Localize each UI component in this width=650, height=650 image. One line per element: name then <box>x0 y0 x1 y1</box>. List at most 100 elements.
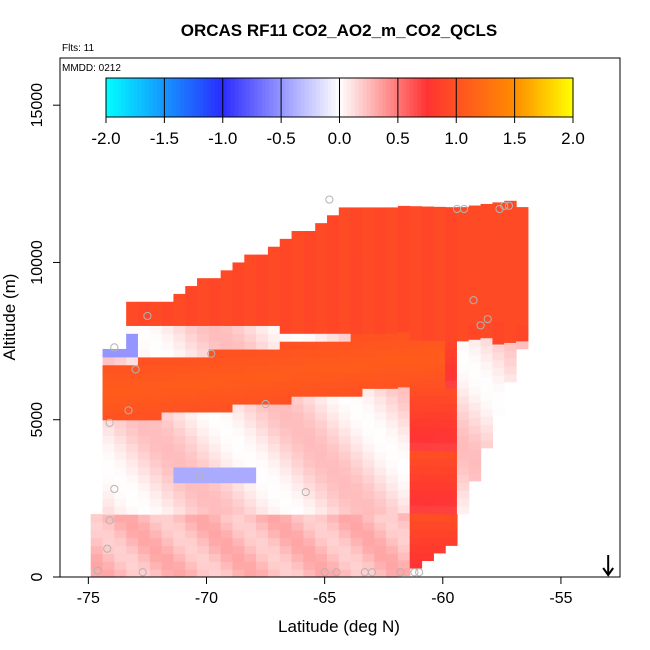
heatmap-cell <box>350 545 364 555</box>
heatmap-cell <box>208 286 222 295</box>
heatmap-cell <box>374 325 387 334</box>
heatmap-cell <box>232 514 245 523</box>
heatmap-cell <box>220 317 234 326</box>
heatmap-cell <box>220 325 234 334</box>
heatmap-cell <box>362 435 375 444</box>
heatmap-cell <box>338 372 352 382</box>
heatmap-cell <box>208 317 222 326</box>
heatmap-cell <box>504 255 517 265</box>
heatmap-cell <box>291 474 304 484</box>
heatmap-cell <box>480 392 493 402</box>
heatmap-cell <box>409 276 423 286</box>
heatmap-cell <box>456 332 470 342</box>
heatmap-cell <box>90 569 104 578</box>
heatmap-cell <box>197 482 210 492</box>
heatmap-cell <box>220 443 234 452</box>
heatmap-cell <box>303 301 316 311</box>
heatmap-cell <box>303 317 316 326</box>
heatmap-cell <box>315 231 328 240</box>
heatmap-cell <box>421 371 434 381</box>
heatmap-cell <box>421 230 434 239</box>
heatmap-cell <box>338 561 352 570</box>
heatmap-cell <box>338 262 352 271</box>
heatmap-cell <box>516 270 529 279</box>
heatmap-cell <box>291 419 304 429</box>
heatmap-cell <box>445 388 458 397</box>
flight-point <box>396 568 405 577</box>
heatmap-cell <box>220 396 234 405</box>
heatmap-cell <box>327 482 340 492</box>
heatmap-cell <box>114 451 127 460</box>
heatmap-cell <box>149 372 163 382</box>
heatmap-cell <box>492 202 505 211</box>
heatmap-cell <box>197 380 210 389</box>
heatmap-cell <box>421 340 434 349</box>
heatmap-cell <box>338 490 352 499</box>
heatmap-cell <box>161 396 175 405</box>
heatmap-cell <box>256 545 269 555</box>
heatmap-cell <box>279 246 293 256</box>
heatmap-cell <box>350 537 364 547</box>
heatmap-cell <box>456 498 470 507</box>
colorbar-swatch <box>440 78 446 117</box>
heatmap-cell <box>173 419 186 429</box>
heatmap-cell <box>445 238 458 248</box>
heatmap-cell <box>161 301 175 311</box>
heatmap-cell <box>185 451 198 460</box>
heatmap-cell <box>374 223 387 232</box>
heatmap-cell <box>421 395 434 404</box>
heatmap-cell <box>492 351 505 361</box>
heatmap-cell <box>327 396 340 405</box>
heatmap-cell <box>480 258 493 268</box>
heatmap-cell <box>433 529 446 538</box>
heatmap-cell <box>492 241 505 251</box>
heatmap-cell <box>362 348 375 358</box>
heatmap-cell <box>267 388 281 397</box>
heatmap-cell <box>468 409 482 419</box>
heatmap-cell <box>220 521 234 531</box>
heatmap-cell <box>362 215 375 224</box>
heatmap-cell <box>421 332 434 341</box>
heatmap-cell <box>244 435 257 444</box>
heatmap-cell <box>456 403 470 413</box>
heatmap-cell <box>456 340 470 350</box>
heatmap-cell <box>126 427 139 437</box>
heatmap-cell <box>315 396 328 405</box>
heatmap-cell <box>480 400 493 409</box>
heatmap-cell <box>279 545 293 555</box>
flights-label: Flts: 11 <box>62 43 94 54</box>
heatmap-cell <box>208 293 222 303</box>
heatmap-cell <box>197 317 210 326</box>
colorbar-swatch <box>207 78 212 117</box>
heatmap-cell <box>374 561 387 570</box>
heatmap-cell <box>350 348 364 358</box>
heatmap-cell <box>327 388 340 397</box>
heatmap-cell <box>386 474 399 484</box>
heatmap-cell <box>350 372 364 382</box>
heatmap-cell <box>409 253 423 262</box>
heatmap-cell <box>220 341 234 350</box>
heatmap-cell <box>232 537 245 547</box>
heatmap-cell <box>421 214 434 223</box>
colorbar-swatch <box>487 78 492 117</box>
heatmap-cell <box>303 309 316 319</box>
heatmap-cell <box>516 293 529 303</box>
heatmap-cell <box>197 286 210 295</box>
heatmap-cell <box>114 411 127 421</box>
heatmap-cell <box>244 293 257 303</box>
heatmap-cell <box>279 529 293 539</box>
flight-point <box>476 321 485 330</box>
heatmap-cell <box>267 356 281 366</box>
heatmap-cell <box>409 269 423 278</box>
heatmap-cell <box>279 301 293 311</box>
heatmap-cell <box>161 482 175 492</box>
heatmap-cell <box>267 270 281 279</box>
heatmap-cell <box>468 339 482 348</box>
heatmap-cell <box>208 521 222 531</box>
heatmap-cell <box>303 278 316 287</box>
heatmap-cell <box>386 348 399 358</box>
heatmap-cell <box>185 545 198 555</box>
heatmap-cell <box>386 325 399 334</box>
heatmap-cell <box>185 317 198 326</box>
x-axis-label: Latitude (deg N) <box>278 617 400 636</box>
